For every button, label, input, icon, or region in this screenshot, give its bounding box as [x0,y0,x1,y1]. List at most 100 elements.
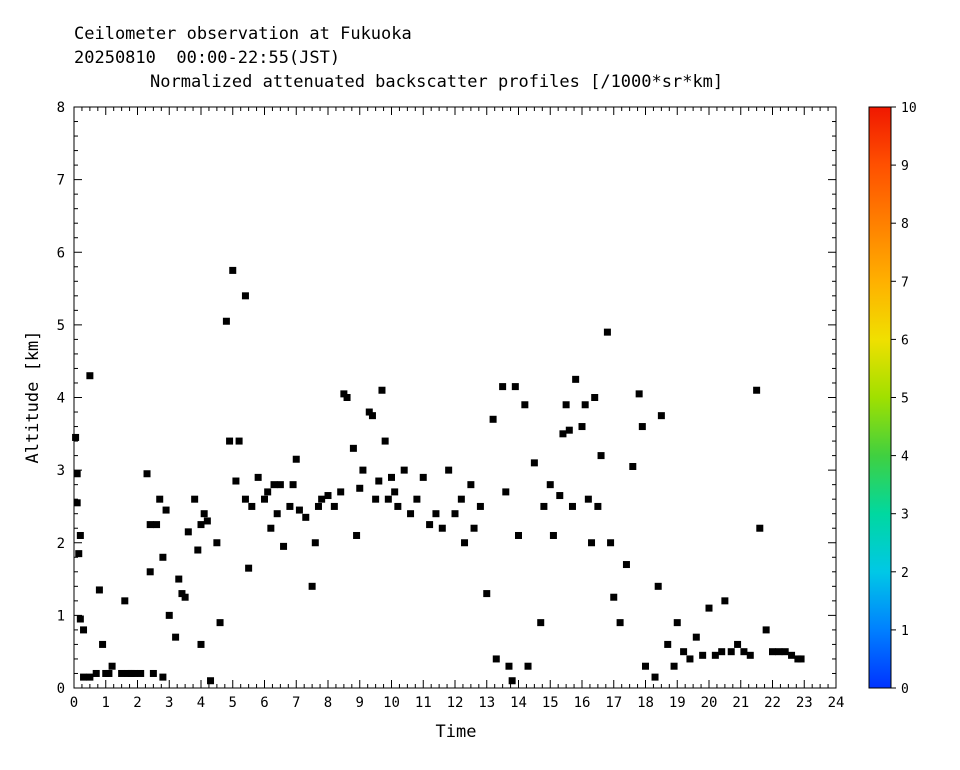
cloud-base-point [622,561,630,569]
cloud-base-point [597,452,605,460]
cloud-base-point [194,546,202,554]
cloud-base-point [686,655,694,663]
cloud-base-point [537,619,545,627]
cloud-base-point [521,401,529,409]
cloud-base-point [467,481,475,489]
cloud-base-point [638,423,646,431]
cloud-base-point [788,651,796,659]
cloud-base-point [267,524,275,532]
cloud-base-point [413,495,421,503]
colorbar-tick-label: 7 [901,275,909,290]
colorbar-tick-label: 0 [901,682,909,697]
colorbar-tick-label: 2 [901,566,909,581]
cloud-base-point [108,662,116,670]
y-tick-label: 3 [57,463,65,479]
cloud-base-point [343,394,351,401]
cloud-base-point [311,539,319,547]
cloud-base-point [308,582,316,590]
cloud-base-point [359,466,367,474]
cloud-base-point [511,383,519,391]
chart-title-line3: Normalized attenuated backscatter profil… [150,72,724,92]
cloud-base-point [191,495,199,503]
y-tick-label: 1 [57,608,65,624]
x-tick-label: 16 [574,695,591,711]
cloud-base-point [657,412,665,420]
cloud-base-point [568,502,576,510]
colorbar-tick-label: 3 [901,508,909,523]
cloud-base-point [775,648,783,656]
cloud-base-point [540,502,548,510]
cloud-base-point [273,510,281,518]
cloud-base-point [292,455,300,463]
cloud-base-point [581,401,589,409]
cloud-base-point [711,651,719,659]
cloud-base-point [746,651,754,659]
cloud-base-point [76,531,84,539]
cloud-base-point [232,477,240,485]
cloud-base-point [280,542,288,550]
cloud-base-point [591,394,599,401]
cloud-base-point [181,593,189,601]
cloud-base-point [470,524,478,532]
cloud-base-point [524,662,532,670]
cloud-base-point [505,662,513,670]
cloud-base-point [95,586,103,594]
colorbar-tick-label: 1 [901,624,909,639]
x-tick-label: 1 [102,695,110,711]
cloud-base-point [546,481,554,489]
cloud-base-point [289,481,297,489]
cloud-base-point [559,430,567,438]
chart-title-line1: Ceilometer observation at Fukuoka [74,24,412,44]
cloud-base-point [130,669,138,677]
cloud-base-point [73,470,81,478]
cloud-base-point [461,539,469,547]
axes: 0 1 2 3 4 5 6 7 8 9 10 11 12 13 14 15 16 17 18 19 20 21 22 23 24… [57,100,845,711]
x-tick-label: 12 [447,695,464,711]
cloud-base-point [146,521,154,529]
cloud-base-point [642,662,649,670]
cloud-base-point [753,386,761,394]
cloud-base-point [426,521,434,529]
cloud-base-point [692,633,700,641]
cloud-base-point [261,495,268,503]
cloud-base-point [445,466,453,474]
cloud-base-point [241,292,249,300]
x-tick-label: 10 [383,695,400,711]
x-tick-label: 7 [292,695,300,711]
cloud-base-point [286,502,294,510]
cloud-base-point [400,466,408,474]
x-tick-label: 13 [478,695,495,711]
cloud-base-point [740,648,748,656]
cloud-base-point [432,510,440,518]
cloud-base-point [248,502,256,510]
y-tick-label: 8 [57,100,65,116]
cloud-base-point [245,564,253,572]
cloud-base-point [137,669,145,677]
cloud-base-marks [72,266,805,685]
x-tick-label: 0 [70,695,78,711]
cloud-base-point [727,648,735,656]
cloud-base-point [105,669,113,677]
cloud-base-point [515,531,522,539]
cloud-base-point [99,640,107,648]
x-tick-label: 6 [260,695,268,711]
cloud-base-point [276,481,284,489]
cloud-base-point [578,423,586,431]
cloud-base-point [375,477,383,485]
cloud-base-point [762,626,770,634]
cloud-base-point [368,412,376,420]
cloud-base-point [175,575,183,583]
x-tick-label: 22 [764,695,781,711]
cloud-base-point [372,495,380,503]
y-tick-label: 0 [57,681,65,697]
cloud-base-point [203,517,211,525]
cloud-base-point [72,433,80,441]
y-tick-label: 6 [57,245,65,261]
cloud-base-point [489,415,497,423]
x-tick-label: 23 [796,695,813,711]
cloud-base-point [92,669,100,677]
cloud-base-point [588,539,596,547]
cloud-base-point [451,510,459,518]
y-tick-label: 5 [57,318,65,334]
cloud-base-point [718,648,726,656]
